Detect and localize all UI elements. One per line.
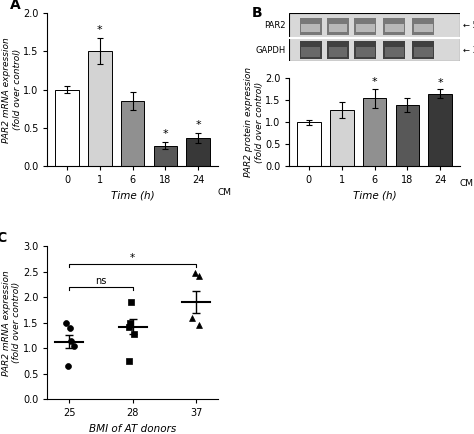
FancyBboxPatch shape — [414, 47, 432, 56]
Point — [125, 358, 133, 365]
FancyBboxPatch shape — [412, 41, 434, 59]
Text: *: * — [438, 78, 443, 88]
Point — [191, 270, 199, 276]
Text: ← 55 kDa: ← 55 kDa — [463, 21, 474, 30]
Text: GAPDH: GAPDH — [255, 46, 286, 55]
Text: ← 37 kDa: ← 37 kDa — [463, 46, 474, 55]
Text: *: * — [372, 77, 377, 87]
FancyBboxPatch shape — [356, 24, 374, 32]
FancyBboxPatch shape — [300, 18, 322, 35]
FancyBboxPatch shape — [327, 18, 349, 35]
Point — [68, 337, 75, 344]
Point — [125, 323, 133, 330]
Text: CM: CM — [460, 179, 474, 187]
Text: PAR2: PAR2 — [264, 21, 286, 30]
FancyBboxPatch shape — [414, 24, 432, 32]
Point — [70, 342, 77, 349]
FancyBboxPatch shape — [300, 41, 322, 59]
Bar — [186, 138, 210, 166]
FancyBboxPatch shape — [385, 24, 403, 32]
Bar — [297, 122, 321, 166]
Text: CM: CM — [218, 188, 232, 197]
Text: *: * — [130, 253, 135, 263]
FancyBboxPatch shape — [327, 41, 349, 59]
FancyBboxPatch shape — [412, 18, 434, 35]
Bar — [88, 51, 111, 166]
Bar — [428, 94, 452, 166]
FancyBboxPatch shape — [383, 41, 405, 59]
Text: *: * — [97, 25, 102, 35]
Bar — [330, 110, 354, 166]
Point — [66, 324, 74, 331]
FancyBboxPatch shape — [383, 18, 405, 35]
Point — [62, 319, 69, 326]
X-axis label: Time (h): Time (h) — [111, 191, 155, 201]
Bar — [154, 145, 177, 166]
Text: ns: ns — [95, 276, 107, 286]
Point — [195, 272, 202, 279]
Point — [126, 319, 134, 326]
FancyBboxPatch shape — [289, 13, 460, 61]
Text: A: A — [10, 0, 21, 12]
FancyBboxPatch shape — [354, 18, 376, 35]
Y-axis label: PAR2 protein expression
(fold over control): PAR2 protein expression (fold over contr… — [244, 67, 264, 178]
FancyBboxPatch shape — [301, 47, 320, 56]
FancyBboxPatch shape — [328, 24, 347, 32]
Text: *: * — [195, 119, 201, 129]
Bar — [363, 98, 386, 166]
Point — [127, 299, 135, 306]
Bar — [121, 101, 145, 166]
X-axis label: BMI of AT donors
(kg/m²): BMI of AT donors (kg/m²) — [89, 424, 176, 434]
FancyBboxPatch shape — [328, 47, 347, 56]
FancyBboxPatch shape — [356, 47, 374, 56]
Text: B: B — [252, 6, 263, 20]
Point — [130, 330, 137, 337]
X-axis label: Time (h): Time (h) — [353, 191, 396, 201]
FancyBboxPatch shape — [301, 24, 320, 32]
Y-axis label: PAR2 mRNA expression
(fold over control): PAR2 mRNA expression (fold over control) — [2, 37, 22, 142]
Point — [188, 314, 196, 321]
Text: C: C — [0, 231, 7, 245]
Y-axis label: PAR2 mRNA expression
(fold over control): PAR2 mRNA expression (fold over control) — [2, 270, 21, 375]
Point — [196, 322, 203, 329]
Point — [64, 362, 72, 369]
FancyBboxPatch shape — [385, 47, 403, 56]
FancyBboxPatch shape — [354, 41, 376, 59]
Bar — [55, 90, 79, 166]
Text: *: * — [163, 129, 168, 139]
Bar — [396, 105, 419, 166]
